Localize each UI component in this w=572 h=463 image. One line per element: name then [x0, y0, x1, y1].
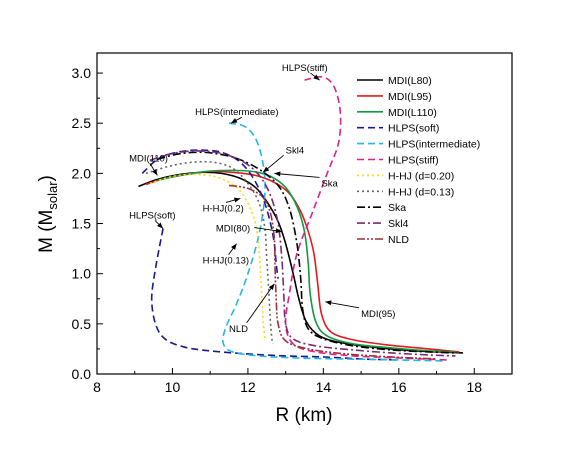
annotation-text: MDI(95) [361, 309, 395, 320]
legend-label: HLPS(intermediate) [388, 139, 480, 151]
annotation-hlps-stiff: HLPS(stiff) [282, 63, 328, 81]
annotation-text: NLD [229, 324, 248, 335]
series-line-skl4 [149, 150, 456, 357]
x-axis-label: R (km) [276, 405, 333, 426]
x-tick-label: 8 [93, 379, 101, 395]
annotation-ska: Ska [274, 171, 339, 189]
legend-label: Skl4 [388, 218, 409, 230]
legend-entry-ska: Ska [357, 202, 406, 214]
y-axis-label-sub: solar [45, 181, 60, 210]
series-line-nld [228, 184, 437, 360]
annotation-h-hj-0-2: H-HJ(0.2) [203, 197, 244, 214]
legend-entry-skl4: Skl4 [357, 218, 409, 230]
legend-label: HLPS(soft) [388, 123, 439, 135]
series-line-h-hj-d-0-20 [149, 173, 266, 339]
y-tick-label: 2.5 [72, 115, 92, 131]
annotation-mdi-80: MDI(80) [216, 224, 282, 235]
legend-entry-hlps-soft: HLPS(soft) [357, 123, 439, 135]
annotation-text: H-HJ(0.13) [203, 256, 249, 267]
annotation-arrow-head [233, 197, 241, 203]
annotation-arrow-head [231, 243, 237, 250]
legend-entry-hlps-intermediate: HLPS(intermediate) [357, 139, 480, 151]
annotation-arrow-head [268, 283, 275, 291]
annotation-text: MDI(80) [216, 224, 250, 235]
tick-layer: 8 10 12 14 16 18 0.0 0.5 1.0 1.5 2.0 2.5 3.0 [72, 65, 513, 395]
legend-label: H-HJ (d=0.13) [388, 186, 454, 198]
legend-label: NLD [388, 234, 409, 246]
legend-label: Ska [388, 202, 406, 214]
annotation-arrow-head [263, 166, 270, 173]
y-tick-label: 0.0 [72, 366, 92, 382]
series-line-hlps-intermediate [222, 122, 445, 362]
annotation-arrow-head [152, 168, 158, 176]
y-axis-label-main: M (M [36, 210, 57, 253]
y-axis-label: M (Msolar) [36, 175, 60, 253]
x-tick-label: 10 [165, 379, 181, 395]
legend-entry-mdi-l95: MDI(L95) [357, 91, 432, 103]
legend-entry-nld: NLD [357, 234, 409, 246]
legend-entry-h-hj-d-0-13: H-HJ (d=0.13) [357, 186, 454, 198]
series-line-ska [157, 151, 456, 354]
annotation-mdi-95: MDI(95) [325, 300, 395, 320]
y-tick-label: 3.0 [72, 65, 92, 81]
annotation-arrow-head [313, 74, 320, 81]
legend-label: MDI(L110) [388, 107, 437, 119]
series-line-hlps-soft [141, 149, 279, 279]
annotation-arrow-head [325, 300, 332, 306]
series-line-hlps-stiff [284, 76, 448, 361]
series-line-mdi-l80 [138, 171, 463, 354]
y-tick-label: 2.0 [72, 165, 92, 181]
curve-layer [138, 76, 463, 362]
annotation-text: MDI(110) [129, 153, 168, 164]
legend-entry-mdi-l110: MDI(L110) [357, 107, 437, 119]
legend: MDI(L80) MDI(L95) MDI(L110) HLPS(soft) HLPS(… [357, 75, 480, 246]
annotation-hlps-intermediate: HLPS(intermediate) [195, 107, 279, 124]
annotation-text: Skl4 [286, 145, 304, 156]
series-line-mdi-l110 [157, 169, 456, 353]
legend-entry-h-hj-d-0-20: H-HJ (d=0.20) [357, 170, 454, 182]
annotation-layer: HLPS(stiff) HLPS(intermediate) MDI(110) Skl… [129, 63, 395, 335]
svg-text:M (Msolar): M (Msolar) [36, 175, 60, 253]
legend-entry-mdi-l80: MDI(L80) [357, 75, 432, 87]
legend-label: H-HJ (d=0.20) [388, 170, 454, 182]
legend-label: HLPS(stiff) [388, 155, 439, 167]
annotation-arrow-line [246, 283, 275, 324]
x-tick-label: 12 [240, 379, 256, 395]
plot-frame [96, 52, 513, 375]
annotation-arrow-head [275, 228, 282, 234]
series-line-h-hj-d-0-13 [145, 160, 274, 344]
x-tick-label: 16 [391, 379, 407, 395]
annotation-text: HLPS(intermediate) [195, 107, 278, 118]
y-tick-label: 0.5 [72, 316, 92, 332]
annotation-hlps-soft: HLPS(soft) [129, 211, 176, 229]
x-tick-label: 14 [316, 379, 332, 395]
annotation-text: H-HJ(0.2) [203, 203, 244, 214]
annotation-h-hj-0-13: H-HJ(0.13) [203, 243, 249, 267]
y-tick-label: 1.5 [72, 216, 92, 232]
legend-label: MDI(L95) [388, 91, 432, 103]
annotation-text: Ska [321, 178, 338, 189]
annotation-arrow-head [157, 222, 164, 229]
annotation-nld: NLD [229, 283, 275, 335]
annotation-arrow-line [274, 172, 320, 178]
annotation-text: HLPS(soft) [129, 211, 175, 222]
series-line-mdi-l95 [145, 170, 460, 353]
y-tick-label: 1.0 [72, 266, 92, 282]
series-line-hlps-soft-low [150, 228, 399, 361]
annotation-skl4: Skl4 [262, 145, 304, 173]
legend-label: MDI(L80) [388, 75, 432, 87]
annotation-arrow-head [230, 118, 238, 124]
x-tick-label: 18 [466, 379, 482, 395]
annotation-arrow-head [274, 171, 281, 177]
annotation-mdi-110: MDI(110) [129, 153, 168, 176]
annotation-text: HLPS(stiff) [282, 63, 328, 74]
legend-entry-hlps-stiff: HLPS(stiff) [357, 155, 439, 167]
y-axis-label-close: ) [36, 175, 57, 181]
